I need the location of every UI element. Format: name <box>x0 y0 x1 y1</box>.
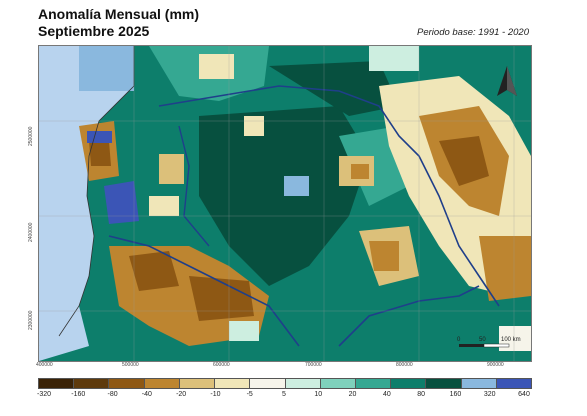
ocean-anomaly-cell <box>79 46 134 91</box>
x-tick: 800000 <box>396 362 413 368</box>
map-title: Anomalía Mensual (mm) Septiembre 2025 <box>38 6 199 40</box>
y-tick: 2300000 <box>28 310 34 330</box>
x-tick: 600000 <box>213 362 230 368</box>
legend-color-bar <box>38 378 532 389</box>
title-line-1: Anomalía Mensual (mm) <box>38 6 200 22</box>
legend-swatch <box>461 379 497 388</box>
legend-label: -320 <box>36 391 52 398</box>
scale-bar: 0 50 100 km <box>457 337 521 348</box>
legend-label: -20 <box>176 391 187 398</box>
legend-swatch <box>391 379 427 388</box>
dry-cell-central <box>244 116 264 136</box>
ocean-south <box>39 306 89 361</box>
legend-label: -40 <box>141 391 152 398</box>
brown-cell-central <box>351 164 369 179</box>
scale-tick-100: 100 km <box>501 337 521 343</box>
legend-label: 40 <box>382 391 391 398</box>
legend-label: -80 <box>107 391 118 398</box>
north-west-dark-brown <box>89 141 111 166</box>
legend-swatch <box>320 379 356 388</box>
anomaly-map: 0 50 100 km <box>38 45 532 362</box>
north-arrow-icon <box>497 66 517 96</box>
light-cell-south <box>229 321 259 341</box>
dry-cell-west <box>149 196 179 216</box>
legend-swatch <box>215 379 251 388</box>
x-tick: 900000 <box>487 362 504 368</box>
x-tick: 400000 <box>36 362 53 368</box>
x-tick: 500000 <box>122 362 139 368</box>
legend-swatch <box>250 379 286 388</box>
south-dark-brown <box>189 276 254 321</box>
tan-cell-west <box>159 154 184 184</box>
central-east-brown <box>369 241 399 271</box>
state-boundary-south <box>108 235 300 347</box>
legend-label: 640 <box>518 391 530 398</box>
south-east-brown <box>479 236 531 301</box>
dry-patch <box>199 54 234 79</box>
legend-label: -10 <box>210 391 221 398</box>
legend-label: 5 <box>282 391 286 398</box>
map-svg: 0 50 100 km <box>39 46 531 361</box>
light-patch <box>369 46 419 71</box>
legend-label: -5 <box>246 391 253 398</box>
x-tick: 700000 <box>305 362 322 368</box>
legend-label: 160 <box>449 391 462 398</box>
legend-swatch <box>496 379 532 388</box>
legend-swatch <box>426 379 462 388</box>
scale-tick-50: 50 <box>479 337 486 343</box>
legend-swatch <box>39 379 75 388</box>
dark-green-region-north <box>269 61 399 116</box>
state-boundary-north <box>158 85 500 307</box>
legend-swatch <box>144 379 180 388</box>
legend-label: 320 <box>483 391 496 398</box>
legend-swatch <box>355 379 392 388</box>
legend-label: 20 <box>348 391 357 398</box>
state-boundary-west <box>178 125 210 247</box>
legend-label: -160 <box>71 391 86 398</box>
base-period-label: Periodo base: 1991 - 2020 <box>417 27 529 38</box>
coastline <box>58 46 135 337</box>
scale-tick-0: 0 <box>457 337 461 343</box>
legend-swatch <box>109 379 145 388</box>
legend-swatch <box>285 379 321 388</box>
blue-cell-central <box>284 176 309 196</box>
y-tick: 2400000 <box>28 222 34 242</box>
legend-label: 80 <box>417 391 426 398</box>
y-tick: 2500000 <box>28 126 34 146</box>
south-west-dark-brown <box>129 251 179 291</box>
legend-swatch <box>74 379 110 388</box>
legend-swatch <box>179 379 216 388</box>
wet-cell <box>87 131 112 143</box>
east-dark-brown <box>439 136 489 186</box>
legend-label: 10 <box>314 391 323 398</box>
title-line-2: Septiembre 2025 <box>38 23 150 39</box>
wet-cell-west <box>104 181 139 224</box>
grid-lines <box>39 46 531 361</box>
